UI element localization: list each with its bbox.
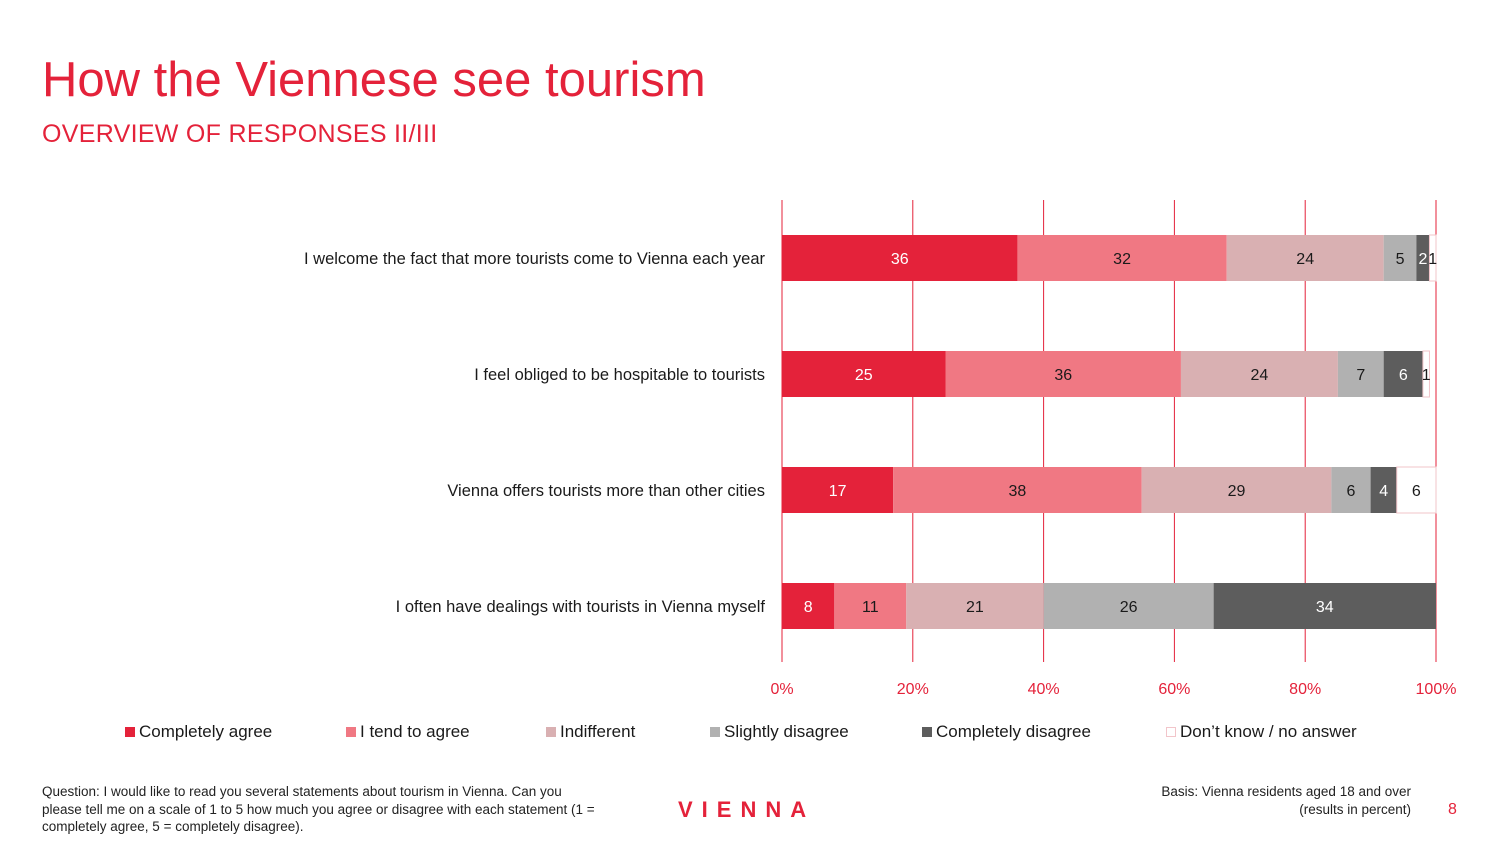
x-tick-label: 60% <box>1158 681 1190 698</box>
legend-item: Indifferent <box>546 722 635 742</box>
basis-note: Basis: Vienna residents aged 18 and over… <box>1071 783 1411 818</box>
bar-segment <box>1370 467 1397 513</box>
category-label: I welcome the fact that more tourists co… <box>304 250 766 268</box>
data-label: 36 <box>1054 367 1072 384</box>
bar-segment <box>1383 351 1423 397</box>
legend-label: I tend to agree <box>360 722 470 741</box>
data-label: 24 <box>1296 251 1314 268</box>
legend-swatch <box>546 727 556 737</box>
basis-line-2: (results in percent) <box>1299 801 1411 817</box>
bar-segment <box>1416 235 1430 281</box>
legend-label: Completely disagree <box>936 722 1091 741</box>
x-tick-label: 0% <box>770 681 793 698</box>
data-label: 6 <box>1399 367 1408 384</box>
data-label: 32 <box>1113 251 1131 268</box>
bar-segment <box>1180 351 1338 397</box>
bar-segment <box>1017 235 1227 281</box>
data-label: 6 <box>1412 483 1421 500</box>
chart-legend: Completely agree I tend to agree Indiffere… <box>0 722 1500 746</box>
bar-segment <box>1396 466 1437 514</box>
data-label: 38 <box>1009 483 1027 500</box>
data-label: 26 <box>1120 599 1138 616</box>
bar-segment <box>782 235 1018 281</box>
stacked-bar-chart: I welcome the fact that more tourists co… <box>304 200 1457 698</box>
bar-segment <box>1383 235 1417 281</box>
legend-swatch <box>346 727 356 737</box>
bar-segment <box>945 351 1181 397</box>
legend-label: Completely agree <box>139 722 273 741</box>
page-number: 8 <box>1448 801 1457 818</box>
bar-segment <box>782 467 894 513</box>
x-tick-label: 40% <box>1028 681 1060 698</box>
basis-line-1: Basis: Vienna residents aged 18 and over <box>1161 784 1411 799</box>
data-label: 24 <box>1251 367 1269 384</box>
data-label: 1 <box>1428 251 1437 268</box>
bar-segment <box>1422 350 1430 398</box>
legend-label: Indifferent <box>560 722 636 741</box>
legend-swatch <box>125 727 135 737</box>
data-label: 2 <box>1418 251 1427 268</box>
legend-item: Completely agree <box>125 722 272 742</box>
legend-item: Don’t know / no answer <box>1166 722 1357 742</box>
page-subtitle: OVERVIEW OF RESPONSES II/III <box>42 120 438 148</box>
bar-segment <box>1337 351 1384 397</box>
bar-segment <box>906 583 1044 629</box>
bar-segment <box>782 351 946 397</box>
data-label: 4 <box>1379 483 1388 500</box>
data-label: 5 <box>1396 251 1405 268</box>
bar-segment <box>834 583 907 629</box>
x-tick-label: 20% <box>897 681 929 698</box>
data-label: 25 <box>855 367 873 384</box>
legend-item: Completely disagree <box>922 722 1091 742</box>
data-label: 34 <box>1316 599 1334 616</box>
bar-segment <box>1226 235 1384 281</box>
question-note: Question: I would like to read you sever… <box>42 784 595 834</box>
bar-segment <box>1331 467 1371 513</box>
data-label: 36 <box>891 251 909 268</box>
bar-segment <box>893 467 1142 513</box>
page-title: How the Viennese see tourism <box>42 53 706 107</box>
category-label: Vienna offers tourists more than other c… <box>447 482 765 500</box>
data-label: 21 <box>966 599 984 616</box>
data-label: 8 <box>804 599 813 616</box>
data-label: 29 <box>1228 483 1246 500</box>
bar-segment <box>782 583 835 629</box>
bar-segment <box>1428 234 1437 282</box>
data-label: 17 <box>829 483 847 500</box>
data-label: 6 <box>1347 483 1356 500</box>
legend-item: I tend to agree <box>346 722 470 742</box>
bar-segment <box>1043 583 1214 629</box>
vienna-logo: VIENNA <box>678 797 816 822</box>
x-tick-label: 100% <box>1416 681 1457 698</box>
category-label: I feel obliged to be hospitable to touri… <box>474 366 765 384</box>
x-tick-label: 80% <box>1289 681 1321 698</box>
legend-label: Slightly disagree <box>724 722 849 741</box>
data-label: 11 <box>862 599 879 616</box>
bar-segment <box>1213 583 1436 629</box>
data-label: 1 <box>1422 367 1431 384</box>
legend-item: Slightly disagree <box>710 722 849 742</box>
legend-swatch <box>710 727 720 737</box>
bar-segment <box>1141 467 1332 513</box>
data-label: 7 <box>1356 367 1365 384</box>
category-label: I often have dealings with tourists in V… <box>396 598 766 616</box>
legend-label: Don’t know / no answer <box>1180 722 1357 741</box>
legend-swatch <box>1166 727 1176 737</box>
legend-swatch <box>922 727 932 737</box>
